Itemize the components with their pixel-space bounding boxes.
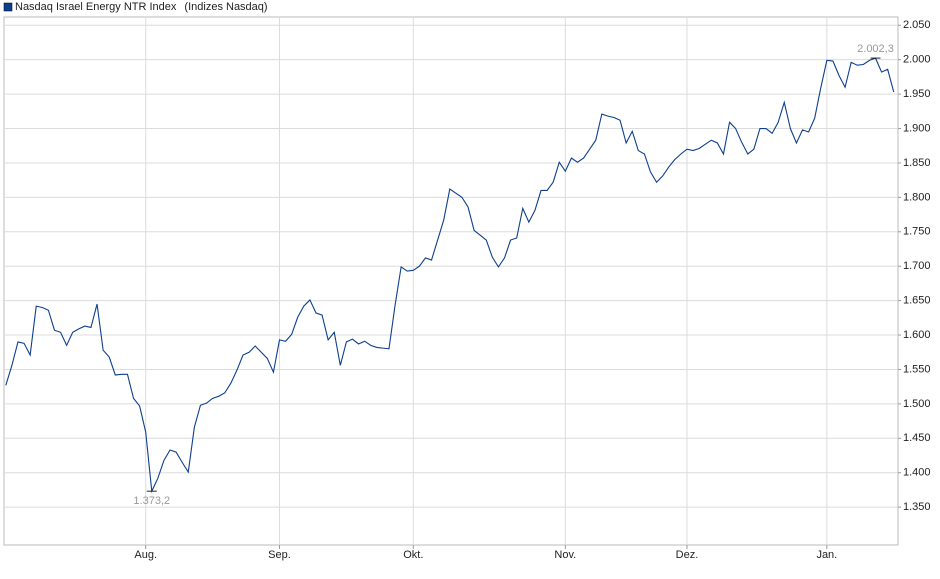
y-tick-label: 1.700 [903, 260, 931, 272]
extreme-label: 1.373,2 [133, 495, 170, 507]
y-tick-label: 2.050 [903, 19, 931, 31]
y-tick-label: 1.600 [903, 329, 931, 341]
x-tick-label: Aug. [134, 549, 157, 561]
extreme-label: 2.002,3 [857, 43, 894, 55]
y-tick-label: 1.900 [903, 122, 931, 134]
legend-label: Nasdaq Israel Energy NTR Index [15, 1, 177, 13]
x-tick-label: Sep. [268, 549, 291, 561]
y-tick-label: 2.000 [903, 54, 931, 66]
y-tick-label: 1.500 [903, 398, 931, 410]
series-line [5, 57, 895, 494]
y-tick-label: 1.850 [903, 157, 931, 169]
legend-swatch [3, 2, 13, 12]
y-tick-label: 1.750 [903, 226, 931, 238]
source-label: (Indizes Nasdaq) [184, 1, 267, 13]
y-tick-label: 1.450 [903, 432, 931, 444]
y-tick-label: 1.400 [903, 467, 931, 479]
x-tick-label: Nov. [554, 549, 576, 561]
x-tick-label: Dez. [676, 549, 699, 561]
y-tick-label: 1.350 [903, 501, 931, 513]
x-tick-label: Jan. [816, 549, 837, 561]
y-tick-label: 1.650 [903, 295, 931, 307]
y-tick-label: 1.550 [903, 363, 931, 375]
plot-area [3, 16, 899, 546]
y-tick-label: 1.950 [903, 88, 931, 100]
x-tick-label: Okt. [403, 549, 423, 561]
y-tick-label: 1.800 [903, 191, 931, 203]
